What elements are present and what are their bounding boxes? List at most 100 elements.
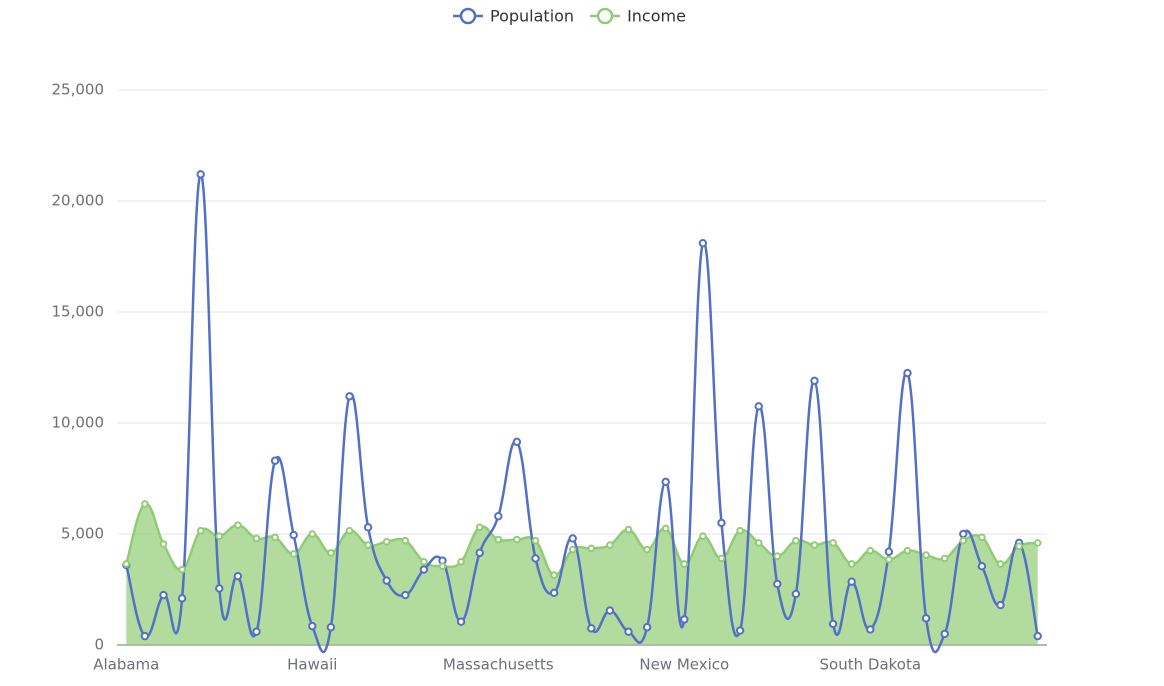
point (289, 530, 298, 540)
point (549, 588, 559, 598)
point (456, 617, 466, 626)
point (401, 590, 410, 600)
point (531, 536, 540, 545)
y-tick-label: 10,000 (52, 414, 105, 432)
point (940, 629, 949, 639)
x-tick-label: Hawaii (287, 656, 337, 674)
point (903, 368, 912, 378)
point (159, 590, 168, 600)
point (680, 560, 689, 568)
point (866, 625, 875, 634)
y-tick-label: 15,000 (52, 303, 105, 321)
point (196, 170, 205, 179)
point (140, 631, 150, 641)
point (977, 561, 987, 571)
point (996, 600, 1005, 610)
point (735, 626, 745, 635)
point (289, 550, 298, 558)
point (438, 562, 447, 570)
point (829, 539, 837, 547)
point (475, 548, 484, 558)
point (1033, 539, 1042, 547)
point (308, 621, 317, 631)
point (699, 532, 707, 541)
point (215, 584, 224, 593)
point (885, 555, 893, 564)
point (252, 534, 261, 543)
point (754, 402, 763, 411)
point (382, 576, 391, 585)
legend-icon (459, 7, 477, 25)
y-tick-label: 20,000 (52, 192, 105, 210)
point (996, 560, 1005, 568)
point (364, 541, 372, 549)
point (531, 554, 540, 563)
point (717, 554, 726, 563)
point (587, 624, 596, 633)
point (940, 554, 949, 563)
point (661, 524, 670, 533)
point (791, 589, 801, 599)
point (401, 536, 410, 545)
point (698, 238, 708, 248)
point (345, 526, 354, 535)
point (754, 539, 763, 547)
point (587, 544, 596, 553)
legend-icon (596, 7, 614, 25)
point (736, 526, 744, 535)
point (308, 530, 317, 538)
point (959, 529, 968, 539)
legend-item: Income (590, 7, 686, 26)
point (792, 536, 800, 545)
point (457, 557, 465, 566)
point (550, 571, 558, 579)
point (271, 533, 279, 542)
point (903, 546, 912, 555)
legend-label: Income (627, 7, 686, 26)
y-tick-label: 0 (94, 636, 104, 654)
point (978, 533, 986, 542)
point (215, 532, 224, 541)
point (680, 615, 689, 624)
point (252, 627, 261, 636)
y-tick-label: 25,000 (52, 81, 105, 99)
point (773, 552, 782, 561)
point (159, 540, 168, 548)
x-tick-label: Massachusetts (443, 656, 554, 674)
point (326, 623, 336, 632)
point (494, 535, 503, 544)
point (177, 594, 187, 603)
point (959, 536, 968, 545)
point (624, 525, 633, 534)
point (884, 547, 894, 556)
point (568, 534, 577, 543)
x-tick-label: Alabama (93, 656, 159, 674)
point (141, 500, 149, 508)
point (270, 456, 280, 465)
x-tick-label: South Dakota (820, 656, 922, 674)
point (847, 577, 856, 586)
point (1033, 631, 1042, 641)
point (847, 560, 856, 568)
legend-label: Population (490, 7, 574, 26)
point (475, 523, 484, 532)
point (382, 537, 391, 546)
point (810, 541, 819, 549)
point (122, 560, 131, 568)
point (605, 606, 615, 615)
point (922, 551, 930, 559)
point (810, 376, 819, 386)
point (624, 627, 633, 636)
point (420, 557, 428, 566)
point (345, 392, 354, 401)
point (233, 571, 243, 581)
point (828, 619, 838, 629)
point (178, 565, 186, 574)
point (196, 526, 205, 535)
point (327, 549, 335, 557)
point (363, 523, 373, 532)
point (606, 541, 614, 549)
point (568, 545, 577, 554)
point (642, 623, 652, 632)
